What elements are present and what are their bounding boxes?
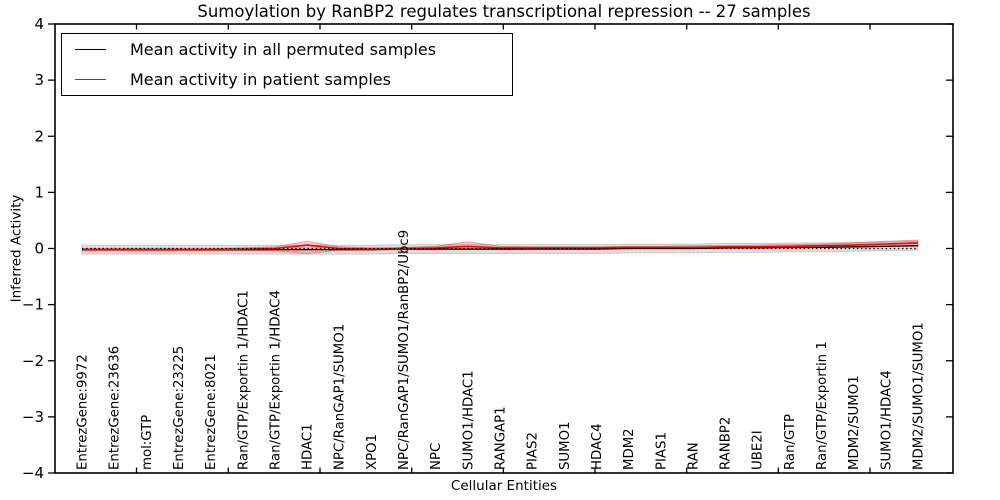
x-category-label: Ran/GTP/Exportin 1 — [815, 341, 830, 470]
x-category-label: XPO1 — [365, 434, 380, 470]
x-category-label: NPC/RanGAP1/SUMO1 — [333, 324, 348, 470]
y-tick-label: −3 — [22, 408, 44, 426]
x-category-label: PIAS2 — [526, 432, 541, 470]
x-category-label: mol:GTP — [140, 415, 155, 470]
y-tick-label: −1 — [22, 296, 44, 314]
x-category-label: HDAC4 — [590, 423, 605, 470]
legend-item-label: Mean activity in all permuted samples — [130, 40, 437, 60]
x-category-label: EntrezGene:9972 — [76, 354, 91, 470]
y-tick-labels: 4 3 2 1 0 −1 −2 −3 −4 — [22, 15, 44, 482]
x-category-label: PIAS1 — [654, 432, 669, 470]
x-category-label: MDM2 — [622, 428, 637, 470]
plot-lines — [82, 242, 919, 251]
x-category-label: EntrezGene:23636 — [108, 346, 123, 470]
y-tick-label: 3 — [34, 71, 44, 89]
x-category-label: SUMO1/HDAC4 — [879, 370, 894, 470]
legend-item-label: Mean activity in patient samples — [130, 69, 391, 89]
y-tick-label: 4 — [34, 15, 44, 33]
y-tick-label: −4 — [22, 464, 44, 482]
legend-item: Mean activity in patient samples — [62, 65, 512, 93]
permuted-legend-line-icon — [75, 49, 106, 51]
x-category-label: Ran/GTP/Exportin 1/HDAC4 — [268, 290, 283, 470]
x-category-label: NPC/RanGAP1/SUMO1/RanBP2/Ubc9 — [397, 230, 412, 470]
y-tick-label: −2 — [22, 352, 44, 370]
x-category-labels: EntrezGene:9972 EntrezGene:23636 mol:GTP En… — [76, 230, 927, 470]
x-category-label: MDM2/SUMO1/SUMO1 — [912, 322, 927, 470]
x-category-label: HDAC1 — [301, 423, 316, 470]
y-tick-label: 2 — [34, 127, 44, 145]
legend-box: Mean activity in all permuted samples Mea… — [61, 33, 513, 96]
x-category-label: RAN — [686, 442, 701, 470]
x-category-label: Ran/GTP — [783, 414, 798, 470]
patient-legend-line-icon — [75, 78, 106, 80]
x-category-label: MDM2/SUMO1 — [847, 375, 862, 470]
y-tick-label: 1 — [34, 183, 44, 201]
legend-item: Mean activity in all permuted samples — [62, 36, 512, 64]
y-tick-label: 0 — [34, 240, 44, 258]
x-category-label: UBE2I — [751, 430, 766, 470]
x-category-label: Ran/GTP/Exportin 1/HDAC1 — [236, 290, 251, 470]
x-axis-label: Cellular Entities — [450, 478, 558, 494]
x-category-label: EntrezGene:23225 — [172, 346, 187, 470]
x-category-label: RANGAP1 — [494, 406, 509, 470]
patient-mean-line — [82, 242, 919, 251]
axis-ticks — [48, 23, 953, 474]
x-category-label: RANBP2 — [719, 417, 734, 470]
y-axis-label: Inferred Activity — [9, 195, 25, 303]
x-category-label: SUMO1 — [558, 421, 573, 470]
x-category-label: SUMO1/HDAC1 — [461, 370, 476, 470]
x-category-label: NPC — [429, 443, 444, 470]
chart-title: Sumoylation by RanBP2 regulates transcri… — [197, 2, 811, 21]
x-category-label: EntrezGene:8021 — [204, 354, 219, 470]
plot-frame — [54, 23, 954, 474]
